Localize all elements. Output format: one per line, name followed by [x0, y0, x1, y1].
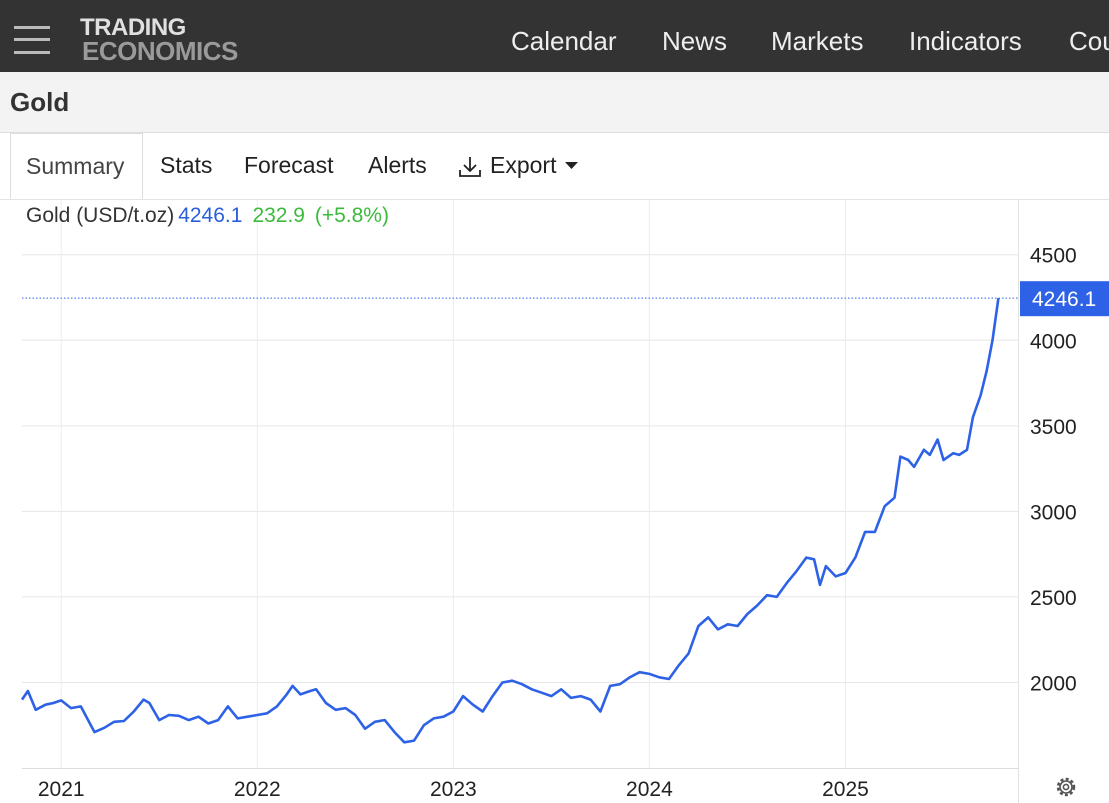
page-title: Gold: [10, 87, 70, 117]
x-tick-label: 2024: [626, 778, 673, 801]
nav-link[interactable]: Countries: [1069, 26, 1109, 56]
menu-button[interactable]: [14, 26, 50, 54]
tab[interactable]: Forecast: [244, 152, 334, 178]
x-tick-label: 2021: [38, 778, 85, 801]
y-tick-label: 3500: [1030, 416, 1077, 439]
last-value-box: [1020, 281, 1109, 317]
logo[interactable]: ECONOMICS: [82, 36, 238, 66]
y-tick-label: 4500: [1030, 245, 1077, 268]
nav-link[interactable]: Calendar: [511, 26, 617, 56]
change-percent: (+5.8%): [314, 204, 389, 227]
x-tick-label: 2023: [430, 778, 477, 801]
change: 232.9: [252, 204, 305, 227]
download-icon[interactable]: [457, 155, 483, 179]
logo[interactable]: TRADING: [80, 14, 186, 41]
chart: 2000 2500 3000 3500 4000 4500 2021 2022 2023 2024…: [20, 200, 1109, 803]
y-tick-label: 2000: [1030, 672, 1077, 695]
title-bar: Gold: [0, 72, 1109, 133]
last-value-label: 4246.1: [1032, 288, 1096, 311]
series-name: Gold (USD/t.oz): [26, 204, 175, 227]
x-tick-label: 2025: [822, 778, 869, 801]
x-tick-label: 2022: [234, 778, 281, 801]
settings-icon[interactable]: [1056, 777, 1076, 797]
tab[interactable]: Summary: [10, 133, 143, 199]
price-line: [20, 298, 1000, 744]
y-tick-label: 2500: [1030, 587, 1077, 610]
tab[interactable]: Alerts: [368, 152, 427, 178]
nav-link[interactable]: Markets: [771, 26, 864, 56]
y-tick-label: 4000: [1030, 330, 1077, 353]
tab[interactable]: Export: [490, 152, 557, 178]
legend: Gold (USD/t.oz) 4246.1 232.9 (+5.8%): [26, 204, 389, 228]
tab-bar: Summary Stats Forecast Alerts Export: [0, 133, 1109, 200]
top-bar: TRADING ECONOMICS Calendar News Markets …: [0, 0, 1109, 72]
nav-link[interactable]: Indicators: [909, 26, 1022, 56]
y-tick-label: 3000: [1030, 501, 1077, 524]
nav-link[interactable]: News: [662, 26, 728, 56]
last-value: 4246.1: [178, 204, 243, 227]
dropdown-caret[interactable]: [564, 161, 580, 171]
tab[interactable]: Stats: [160, 152, 213, 178]
